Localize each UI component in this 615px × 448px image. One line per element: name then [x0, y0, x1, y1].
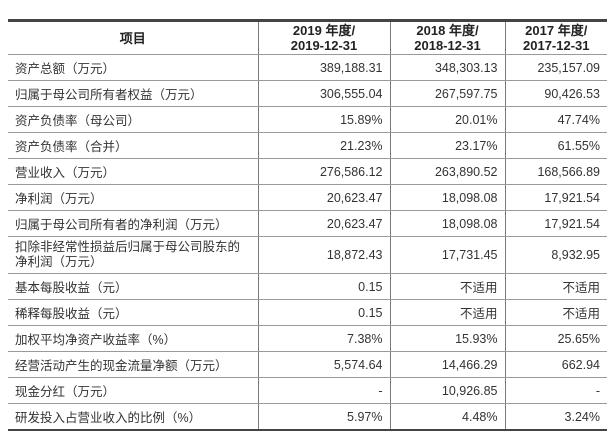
header-2019: 2019 年度/2019-12-31: [257, 20, 390, 55]
cell-value-2017: 47.74%: [504, 106, 607, 133]
row-label: 扣除非经常性损益后归属于母公司股东的净利润（万元）: [8, 236, 258, 274]
table-row: 基本每股收益（元） 0.15 不适用 不适用: [8, 273, 607, 300]
table-row: 加权平均净资产收益率（%） 7.38% 15.93% 25.65%: [8, 325, 607, 352]
row-label: 稀释每股收益（元）: [8, 299, 258, 326]
header-date: 2018-12-31: [414, 38, 481, 53]
table-row: 归属于母公司所有者权益（万元） 306,555.04 267,597.75 90,42…: [8, 80, 607, 107]
cell-value-2017: 168,566.89: [504, 158, 607, 185]
cell-value-2017: 不适用: [504, 299, 607, 326]
cell-value-2018: 20.01%: [389, 106, 505, 133]
row-label: 归属于母公司所有者权益（万元）: [8, 80, 258, 107]
cell-value-2019: 0.15: [257, 273, 390, 300]
cell-value-2019: -: [257, 377, 390, 404]
header-2017: 2017 年度/2017-12-31: [504, 20, 607, 55]
cell-value-2019: 18,872.43: [257, 236, 390, 274]
cell-value-2018: 348,303.13: [389, 54, 505, 81]
cell-value-2017: 17,921.54: [504, 210, 607, 237]
table-row: 资产负债率（母公司） 15.89% 20.01% 47.74%: [8, 106, 607, 133]
cell-value-2019: 20,623.47: [257, 210, 390, 237]
cell-value-2017: 25.65%: [504, 325, 607, 352]
header-date: 2019-12-31: [290, 38, 358, 53]
table-row: 资产总额（万元） 389,188.31 348,303.13 235,157.09: [8, 54, 607, 81]
row-label: 加权平均净资产收益率（%）: [8, 325, 258, 352]
table-row: 经营活动产生的现金流量净额（万元） 5,574.64 14,466.29 662.94: [8, 351, 607, 378]
table-row: 稀释每股收益（元） 0.15 不适用 不适用: [8, 299, 607, 326]
header-2018: 2018 年度/2018-12-31: [389, 20, 505, 55]
header-row: 项目 2019 年度/2019-12-31 2018 年度/2018-12-31…: [8, 20, 607, 55]
cell-value-2019: 20,623.47: [257, 184, 390, 211]
cell-value-2018: 不适用: [389, 299, 505, 326]
table-row: 营业收入（万元） 276,586.12 263,890.52 168,566.89: [8, 158, 607, 185]
cell-value-2017: 61.55%: [504, 132, 607, 159]
row-label: 净利润（万元）: [8, 184, 258, 211]
financial-summary-table: 项目 2019 年度/2019-12-31 2018 年度/2018-12-31…: [8, 19, 607, 431]
table-row: 现金分红（万元） -10,926.85-: [8, 377, 607, 404]
cell-value-2019: 306,555.04: [257, 80, 390, 107]
cell-value-2018: 4.48%: [389, 403, 505, 431]
cell-value-2017: -: [504, 377, 607, 404]
table-row: 扣除非经常性损益后归属于母公司股东的净利润（万元） 18,872.43 17,731…: [8, 236, 607, 274]
table-row: 净利润（万元） 20,623.47 18,098.08 17,921.54: [8, 184, 607, 211]
cell-value-2019: 5,574.64: [257, 351, 390, 378]
row-label: 研发投入占营业收入的比例（%）: [8, 403, 258, 431]
cell-value-2018: 18,098.08: [389, 184, 505, 211]
cell-value-2017: 不适用: [504, 273, 607, 300]
cell-value-2019: 15.89%: [257, 106, 390, 133]
row-label: 资产负债率（母公司）: [8, 106, 258, 133]
cell-value-2019: 7.38%: [257, 325, 390, 352]
header-year: 2019 年度/: [292, 23, 356, 38]
cell-value-2018: 14,466.29: [389, 351, 505, 378]
cell-value-2019: 5.97%: [257, 403, 390, 431]
cell-value-2018: 15.93%: [389, 325, 505, 352]
table-row: 归属于母公司所有者的净利润（万元） 20,623.47 18,098.08 17,92…: [8, 210, 607, 237]
table-row: 研发投入占营业收入的比例（%） 5.97% 4.48% 3.24%: [8, 403, 607, 431]
cell-value-2017: 90,426.53: [504, 80, 607, 107]
header-year: 2017 年度/: [525, 23, 588, 38]
header-item-label: 项目: [119, 30, 146, 46]
cell-value-2018: 18,098.08: [389, 210, 505, 237]
cell-value-2017: 8,932.95: [504, 236, 607, 274]
cell-value-2019: 21.23%: [257, 132, 390, 159]
cell-value-2019: 389,188.31: [257, 54, 390, 81]
cell-value-2017: 662.94: [504, 351, 607, 378]
header-item: 项目: [8, 20, 258, 55]
row-label: 基本每股收益（元）: [8, 273, 258, 300]
row-label: 现金分红（万元）: [8, 377, 258, 404]
cell-value-2018: 263,890.52: [389, 158, 505, 185]
cell-value-2018: 23.17%: [389, 132, 505, 159]
row-label: 资产总额（万元）: [8, 54, 258, 81]
cell-value-2019: 276,586.12: [257, 158, 390, 185]
table-row: 资产负债率（合并） 21.23% 23.17% 61.55%: [8, 132, 607, 159]
row-label: 归属于母公司所有者的净利润（万元）: [8, 210, 258, 237]
cell-value-2018: 17,731.45: [389, 236, 505, 274]
cell-value-2017: 17,921.54: [504, 184, 607, 211]
cell-value-2017: 3.24%: [504, 403, 607, 431]
cell-value-2017: 235,157.09: [504, 54, 607, 81]
cell-value-2018: 267,597.75: [389, 80, 505, 107]
row-label: 营业收入（万元）: [8, 158, 258, 185]
header-date: 2017-12-31: [523, 38, 590, 53]
cell-value-2019: 0.15: [257, 299, 390, 326]
row-label: 资产负债率（合并）: [8, 132, 258, 159]
row-label: 经营活动产生的现金流量净额（万元）: [8, 351, 258, 378]
header-year: 2018 年度/: [416, 23, 479, 38]
cell-value-2018: 10,926.85: [389, 377, 505, 404]
cell-value-2018: 不适用: [389, 273, 505, 300]
